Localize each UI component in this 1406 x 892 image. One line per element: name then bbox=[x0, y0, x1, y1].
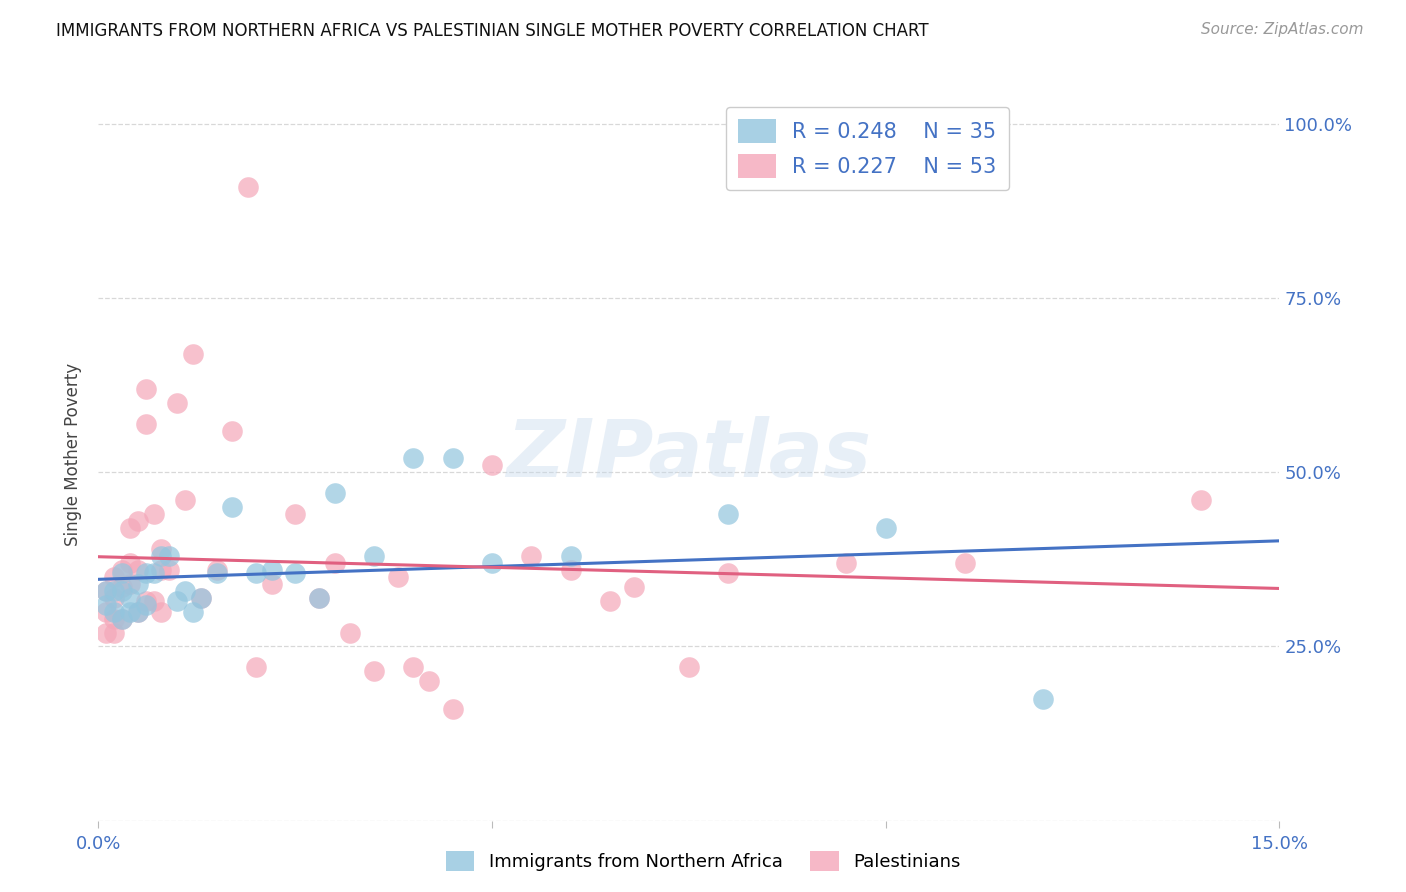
Point bbox=[387, 570, 409, 584]
Point bbox=[157, 563, 180, 577]
Point bbox=[245, 660, 267, 674]
Point bbox=[96, 625, 118, 640]
Point bbox=[103, 612, 125, 626]
Point bbox=[174, 583, 197, 598]
Point bbox=[323, 556, 346, 570]
Point bbox=[520, 549, 543, 563]
Point bbox=[418, 674, 440, 689]
Point bbox=[339, 625, 361, 640]
Point bbox=[135, 417, 157, 431]
Point bbox=[323, 486, 346, 500]
Point bbox=[560, 563, 582, 577]
Point bbox=[135, 598, 157, 612]
Point bbox=[166, 395, 188, 409]
Point bbox=[111, 566, 134, 581]
Point bbox=[111, 612, 134, 626]
Point bbox=[174, 493, 197, 508]
Point bbox=[150, 605, 173, 619]
Point bbox=[260, 563, 283, 577]
Point bbox=[181, 347, 204, 361]
Point bbox=[96, 598, 118, 612]
Point bbox=[363, 549, 385, 563]
Point bbox=[111, 580, 134, 594]
Point bbox=[481, 556, 503, 570]
Point bbox=[190, 591, 212, 605]
Point bbox=[127, 605, 149, 619]
Point bbox=[111, 612, 134, 626]
Point bbox=[245, 566, 267, 581]
Point bbox=[221, 500, 243, 515]
Legend: R = 0.248    N = 35, R = 0.227    N = 53: R = 0.248 N = 35, R = 0.227 N = 53 bbox=[725, 107, 1010, 191]
Point bbox=[118, 576, 141, 591]
Point bbox=[260, 576, 283, 591]
Point bbox=[111, 563, 134, 577]
Point bbox=[96, 583, 118, 598]
Point bbox=[221, 424, 243, 438]
Point bbox=[118, 591, 141, 605]
Point bbox=[118, 605, 141, 619]
Point bbox=[284, 566, 307, 581]
Point bbox=[127, 605, 149, 619]
Point bbox=[1189, 493, 1212, 508]
Point bbox=[623, 580, 645, 594]
Point bbox=[205, 563, 228, 577]
Point bbox=[142, 566, 165, 581]
Point bbox=[835, 556, 858, 570]
Point bbox=[135, 382, 157, 396]
Point bbox=[157, 549, 180, 563]
Point bbox=[236, 179, 259, 194]
Point bbox=[953, 556, 976, 570]
Point bbox=[481, 458, 503, 473]
Point bbox=[441, 702, 464, 716]
Point bbox=[142, 507, 165, 521]
Point bbox=[111, 583, 134, 598]
Point bbox=[150, 541, 173, 556]
Point bbox=[205, 566, 228, 581]
Point bbox=[103, 583, 125, 598]
Point bbox=[441, 451, 464, 466]
Point bbox=[118, 521, 141, 535]
Point bbox=[142, 594, 165, 608]
Point bbox=[1032, 691, 1054, 706]
Point bbox=[599, 594, 621, 608]
Point bbox=[308, 591, 330, 605]
Point bbox=[135, 566, 157, 581]
Point bbox=[118, 556, 141, 570]
Point bbox=[402, 660, 425, 674]
Point bbox=[678, 660, 700, 674]
Point bbox=[150, 549, 173, 563]
Point bbox=[103, 605, 125, 619]
Text: ZIPatlas: ZIPatlas bbox=[506, 416, 872, 494]
Point bbox=[190, 591, 212, 605]
Point bbox=[96, 583, 118, 598]
Text: Source: ZipAtlas.com: Source: ZipAtlas.com bbox=[1201, 22, 1364, 37]
Text: IMMIGRANTS FROM NORTHERN AFRICA VS PALESTINIAN SINGLE MOTHER POVERTY CORRELATION: IMMIGRANTS FROM NORTHERN AFRICA VS PALES… bbox=[56, 22, 929, 40]
Point bbox=[135, 594, 157, 608]
Point bbox=[150, 563, 173, 577]
Point bbox=[308, 591, 330, 605]
Point bbox=[717, 507, 740, 521]
Point bbox=[166, 594, 188, 608]
Point bbox=[560, 549, 582, 563]
Legend: Immigrants from Northern Africa, Palestinians: Immigrants from Northern Africa, Palesti… bbox=[439, 844, 967, 879]
Point bbox=[103, 625, 125, 640]
Point bbox=[181, 605, 204, 619]
Point bbox=[103, 591, 125, 605]
Point bbox=[717, 566, 740, 581]
Y-axis label: Single Mother Poverty: Single Mother Poverty bbox=[65, 363, 83, 547]
Point bbox=[875, 521, 897, 535]
Point bbox=[402, 451, 425, 466]
Point bbox=[96, 605, 118, 619]
Point bbox=[127, 563, 149, 577]
Point bbox=[363, 664, 385, 678]
Point bbox=[127, 514, 149, 528]
Point bbox=[103, 570, 125, 584]
Point bbox=[284, 507, 307, 521]
Point bbox=[127, 576, 149, 591]
